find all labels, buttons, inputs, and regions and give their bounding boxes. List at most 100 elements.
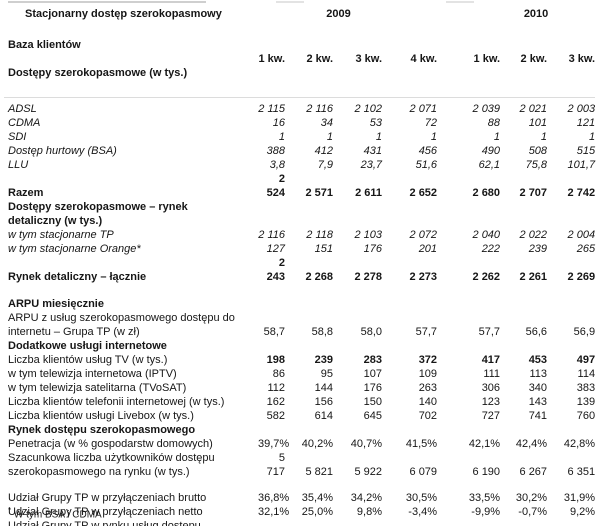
cell-value: 9,2% xyxy=(570,506,596,518)
cell-value: 150 xyxy=(363,396,382,408)
year-header-2009: 2009 xyxy=(326,8,351,20)
cell-value: 239 xyxy=(314,354,333,366)
cell-value: 113 xyxy=(529,368,548,380)
cell-value: 127 xyxy=(266,243,285,255)
cell-value: 431 xyxy=(363,145,382,157)
cell-value: 6 079 xyxy=(409,466,438,478)
cell-value: 143 xyxy=(528,396,548,408)
row-label: ADSL xyxy=(8,103,37,115)
row-label: Udział Grupy TP w przyłączeniach netto xyxy=(8,506,203,518)
cell-value: 490 xyxy=(481,145,501,157)
cell-value: 5 717 xyxy=(266,452,285,478)
cell-value: 56,6 xyxy=(525,326,548,338)
cell-value: 2 273 xyxy=(409,271,438,283)
table-row: Udział Grupy TP w rynku usług dostępu sz… xyxy=(4,519,595,526)
row-label: Udział Grupy TP w przyłączeniach brutto xyxy=(8,492,207,504)
row-label: SDI xyxy=(8,131,27,143)
cell-value: 42,4% xyxy=(515,438,548,450)
table-row: Penetracja (w % gospodarstw domowych) 39,… xyxy=(4,437,595,451)
header-dostepy-szerokopasmowe: Dostępy szerokopasmowe (w tys.) xyxy=(8,67,188,79)
cell-value: 101 xyxy=(528,117,548,129)
cell-value: 1 xyxy=(375,131,382,143)
cell-value: 239 xyxy=(528,243,548,255)
cell-value: 112 xyxy=(267,382,285,394)
table-row: w tym stacjonarne TP 2 116 2 118 2 103 2 072… xyxy=(4,228,595,242)
cell-value: 263 xyxy=(418,382,438,394)
table-row: Dostępy szerokopasmowe – rynek detaliczn… xyxy=(4,200,595,228)
row-label: Rynek detaliczny – łącznie xyxy=(8,271,147,283)
cell-value: 1 xyxy=(540,131,548,143)
cell-value: 6 351 xyxy=(567,466,596,478)
row-label: w tym telewizja satelitarna (TVoSAT) xyxy=(8,382,187,394)
cell-value: 2 118 xyxy=(306,229,333,241)
table-row: ADSL 2 115 2 116 2 102 2 071 2 039 2 021 2 003 xyxy=(4,98,595,117)
cell-value: 36,8% xyxy=(258,492,290,504)
table-row: Liczba klientów telefonii internetowej (… xyxy=(4,395,595,409)
row-label: w tym stacjonarne TP xyxy=(8,229,114,241)
cell-value: 306 xyxy=(481,382,501,394)
cell-value: 614 xyxy=(314,410,333,422)
footnote: * W tym BSA i CDMA xyxy=(8,506,102,520)
table-row: w tym telewizja satelitarna (TVoSAT) 112 1… xyxy=(4,381,595,395)
cell-value: 2 524 xyxy=(266,173,285,199)
cell-value: 2 115 xyxy=(258,103,285,115)
cell-value: 31,9% xyxy=(563,492,596,504)
cell-value: 36,5% xyxy=(437,519,500,526)
cell-value: 30,2% xyxy=(515,492,548,504)
cell-value: 2 003 xyxy=(567,103,596,115)
cell-value: 6 267 xyxy=(519,466,548,478)
cell-value: 2 102 xyxy=(354,103,382,115)
cell-value: 109 xyxy=(418,368,438,380)
cell-value: 2 707 xyxy=(519,187,548,199)
spacer-row xyxy=(4,284,595,297)
cell-value: 5 922 xyxy=(354,466,382,478)
table-row: Rynek dostępu szerokopasmowego xyxy=(4,423,595,437)
cell-value: 41,5% xyxy=(405,438,438,450)
row-label: ARPU miesięcznie xyxy=(8,298,104,310)
table-row: Szacunkowa liczba użytkowników dostępu s… xyxy=(4,451,595,479)
cell-value: 58,8 xyxy=(311,326,333,338)
row-label: ARPU z usług szerokopasmowego dostępu do… xyxy=(8,312,235,338)
cell-value: 23,7 xyxy=(360,159,382,171)
cell-value: 372 xyxy=(418,354,438,366)
spacer-cell xyxy=(4,284,595,297)
table-row: ARPU z usług szerokopasmowego dostępu do… xyxy=(4,311,595,339)
cell-value: 75,8 xyxy=(525,159,548,171)
row-label: Dostęp hurtowy (BSA) xyxy=(8,145,117,157)
cell-value: 51,6 xyxy=(415,159,438,171)
spacer-cell xyxy=(4,479,595,491)
table-row: LLU 3,8 7,9 23,7 51,6 62,1 75,8 101,7 xyxy=(4,158,595,172)
cell-value: 2 652 xyxy=(409,187,438,199)
cell-value: 1 xyxy=(493,131,501,143)
cell-value: 265 xyxy=(576,243,596,255)
table-row: CDMA 16 34 53 72 88 101 121 xyxy=(4,116,595,130)
cell-value: 2 680 xyxy=(472,187,501,199)
cell-value: 702 xyxy=(418,410,438,422)
row-label: Liczba klientów usługi Livebox (w tys.) xyxy=(8,410,194,422)
table-row: Liczba klientów usługi Livebox (w tys.) 5… xyxy=(4,409,595,423)
cell-value: 6 190 xyxy=(472,466,501,478)
cell-value: 176 xyxy=(363,243,382,255)
table-title: Stacjonarny dostęp szerokopasmowy xyxy=(25,8,222,20)
cell-value: 156 xyxy=(314,396,333,408)
cropped-row-remnant xyxy=(446,1,474,3)
cell-value: -9,9% xyxy=(471,506,501,518)
cell-value: 111 xyxy=(483,368,501,380)
table-row: Udział Grupy TP w przyłączeniach netto 32… xyxy=(4,505,595,519)
cell-value: 3,8 xyxy=(269,159,285,171)
quarter-header-2010-q1: 1 kw. xyxy=(437,24,501,98)
cell-value: 72 xyxy=(424,117,438,129)
empty-cells xyxy=(258,200,595,228)
cell-value: 2 040 xyxy=(472,229,501,241)
cell-value: 42,8% xyxy=(563,438,596,450)
cell-value: 7,9 xyxy=(317,159,333,171)
cell-value: 412 xyxy=(314,145,333,157)
spacer-row xyxy=(4,479,595,491)
cell-value: 30,5% xyxy=(405,492,438,504)
table-row: w tym stacjonarne Orange* 127 151 176 201 222… xyxy=(4,242,595,256)
cell-value: 140 xyxy=(418,396,438,408)
cell-value: 58,7 xyxy=(263,326,285,338)
table-row: Dostęp hurtowy (BSA) 388 412 431 456 490 508 51… xyxy=(4,144,595,158)
broadband-data-table: Stacjonarny dostęp szerokopasmowy 2009 2… xyxy=(4,4,596,526)
